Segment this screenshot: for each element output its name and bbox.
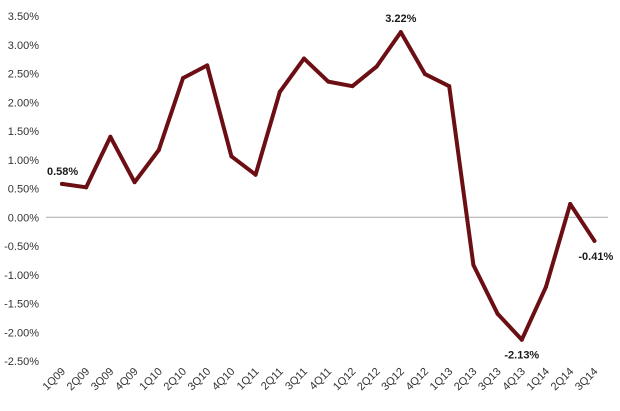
data-point xyxy=(519,337,524,342)
y-tick-label: 0.50% xyxy=(8,184,39,196)
data-point xyxy=(84,185,89,190)
data-point xyxy=(253,172,258,177)
data-point xyxy=(374,64,379,69)
x-tick-label: 2Q10 xyxy=(162,366,190,394)
x-tick-label: 1Q12 xyxy=(331,366,359,394)
data-label: -0.41% xyxy=(578,251,613,263)
data-point xyxy=(108,134,113,139)
y-tick-label: 1.50% xyxy=(8,126,39,138)
data-point xyxy=(423,72,427,77)
data-label: -2.13% xyxy=(504,350,539,362)
x-tick-label: 3Q10 xyxy=(186,366,214,394)
data-point xyxy=(132,180,137,185)
y-tick-label: 3.50% xyxy=(8,11,39,23)
y-tick-label: -1.50% xyxy=(4,299,39,311)
x-tick-label: 1Q11 xyxy=(235,366,262,393)
y-tick-label: 2.00% xyxy=(8,97,39,109)
data-point xyxy=(568,202,573,207)
data-point xyxy=(326,79,331,84)
x-tick-label: 4Q12 xyxy=(404,366,432,394)
data-point xyxy=(205,63,210,68)
data-point xyxy=(398,30,403,35)
series-layer xyxy=(60,30,597,342)
x-tick-label: 2Q09 xyxy=(65,366,93,394)
y-tick-label: 3.00% xyxy=(8,40,39,52)
x-axis: 1Q092Q093Q094Q091Q102Q103Q104Q101Q112Q11… xyxy=(41,366,601,394)
data-labels-layer: 0.58% 3.22% -2.13% -0.41% xyxy=(47,13,613,362)
data-label: 3.22% xyxy=(385,13,416,25)
x-tick-label: 3Q09 xyxy=(89,366,117,394)
x-tick-label: 3Q14 xyxy=(573,366,601,394)
x-tick-label: 4Q10 xyxy=(210,366,238,394)
data-point xyxy=(229,154,234,159)
data-point xyxy=(544,284,548,289)
data-point xyxy=(447,84,452,89)
data-label: 0.58% xyxy=(47,166,78,178)
data-point xyxy=(302,56,306,61)
x-tick-label: 2Q11 xyxy=(259,366,286,393)
data-point xyxy=(156,147,161,152)
x-tick-label: 2Q13 xyxy=(452,366,480,394)
y-tick-label: 2.50% xyxy=(8,69,39,81)
x-tick-label: 3Q11 xyxy=(283,366,310,393)
x-tick-label: 1Q13 xyxy=(428,366,456,394)
data-point xyxy=(495,311,500,316)
data-point xyxy=(350,84,355,89)
x-tick-label: 3Q13 xyxy=(476,366,504,394)
x-tick-label: 2Q14 xyxy=(549,366,577,394)
data-point xyxy=(592,238,597,243)
x-tick-label: 3Q12 xyxy=(379,366,407,394)
y-axis: -2.50% -2.00% -1.50% -1.00% -0.50% 0.00% 0.50%… xyxy=(4,11,39,368)
data-point xyxy=(277,89,282,94)
data-point xyxy=(471,262,476,267)
x-tick-label: 1Q10 xyxy=(137,366,165,394)
x-tick-label: 4Q13 xyxy=(500,366,528,394)
x-tick-label: 4Q09 xyxy=(113,366,141,394)
y-tick-label: -0.50% xyxy=(4,241,39,253)
series-line xyxy=(60,30,597,342)
x-tick-label: 1Q14 xyxy=(525,366,553,394)
x-tick-label: 1Q09 xyxy=(41,366,69,394)
data-point xyxy=(181,76,185,81)
x-tick-label: 2Q12 xyxy=(355,366,383,394)
data-point xyxy=(60,181,64,186)
y-tick-label: 0.00% xyxy=(8,212,39,224)
y-tick-label: -2.00% xyxy=(4,327,39,339)
x-tick-label: 4Q11 xyxy=(307,366,334,393)
y-tick-label: 1.00% xyxy=(8,155,39,167)
y-tick-label: -1.00% xyxy=(4,270,39,282)
y-tick-label: -2.50% xyxy=(4,356,39,368)
